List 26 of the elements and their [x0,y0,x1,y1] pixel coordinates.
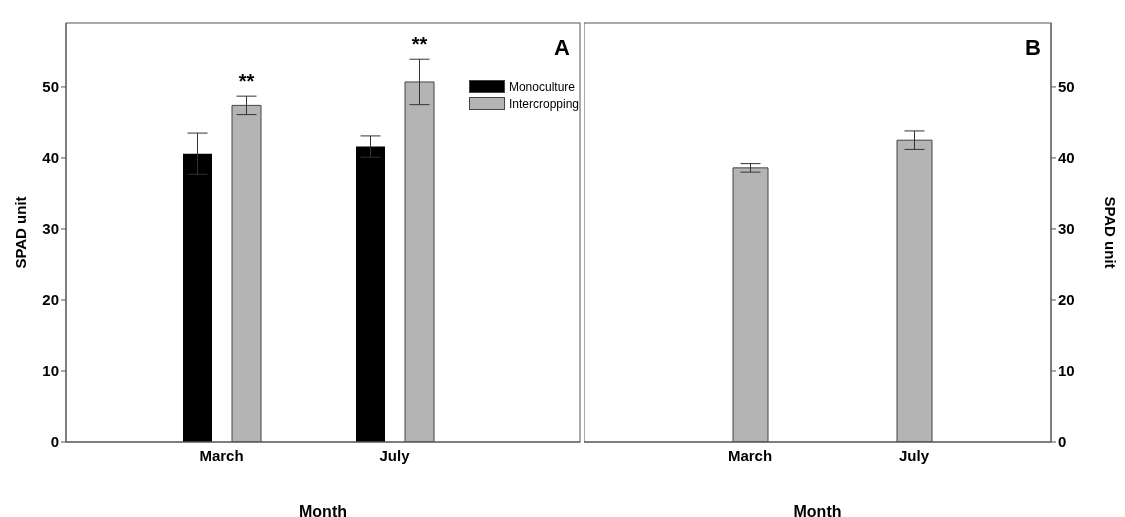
y-tick-label: 20 [42,291,59,309]
x-tick-label: July [898,446,930,464]
y-tick-label: 10 [42,362,59,380]
x-tick-label: March [199,446,244,464]
y-tick-label: 40 [42,149,59,167]
annotation: B [1025,35,1041,60]
y-tick-label: 0 [50,433,59,451]
y-tick-label: 10 [1058,362,1075,380]
y-tick-label: 0 [1058,433,1067,451]
annotation: A [554,35,571,60]
x-axis-title: Month [793,503,842,517]
y-tick-label: 30 [1058,220,1075,238]
x-axis-title: Month [299,503,347,517]
y-tick-label: 30 [42,220,59,238]
y-tick-label: 50 [1058,78,1075,96]
y-tick-label: 40 [1058,149,1075,167]
y-axis-title: SPAD unit [1102,196,1119,269]
annotation: ** [238,70,255,93]
y-tick-label: 50 [42,78,59,96]
y-axis-title: SPAD unit [11,196,29,269]
x-tick-label: March [727,446,773,464]
x-tick-label: July [379,446,411,464]
legend-label: Monoculture [508,79,575,94]
annotation: ** [411,33,428,56]
legend-label: Intercropping [508,96,579,111]
y-tick-label: 20 [1058,291,1075,309]
